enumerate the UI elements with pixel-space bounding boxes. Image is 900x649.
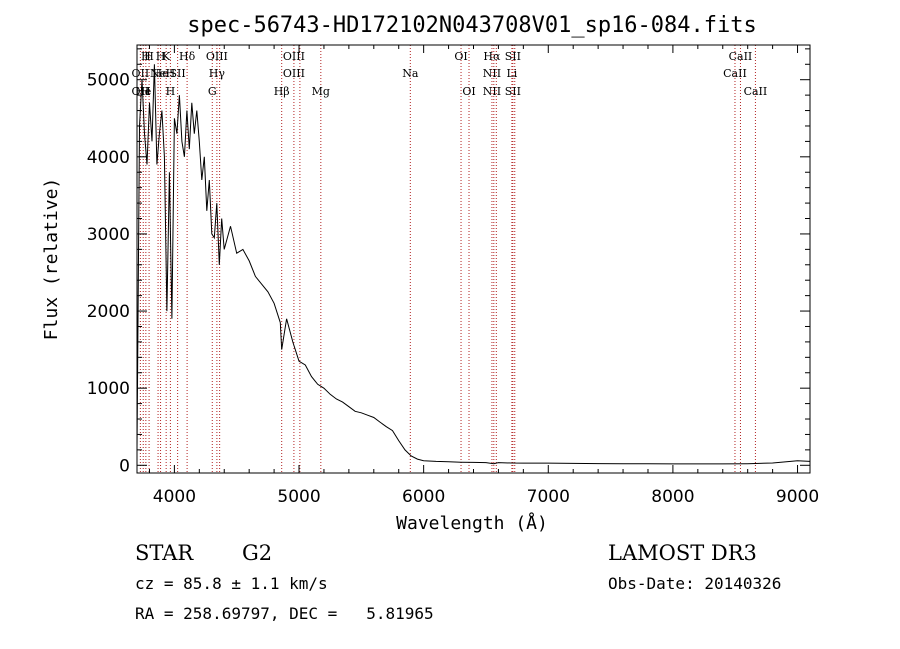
line-label: H bbox=[156, 50, 166, 63]
subclass: G2 bbox=[242, 541, 273, 565]
x-tick-label: 8000 bbox=[651, 487, 694, 507]
line-label: Hγ bbox=[209, 67, 226, 80]
x-axis-label: Wavelength (Å) bbox=[396, 512, 548, 534]
line-label: K bbox=[162, 50, 171, 63]
y-tick-label: 4000 bbox=[87, 148, 130, 168]
object-class: STAR bbox=[135, 541, 194, 565]
obs-date: Obs-Date: 20140326 bbox=[608, 574, 782, 593]
line-label: OII bbox=[132, 85, 150, 98]
line-label: He bbox=[153, 67, 169, 80]
redshift-cz: cz = 85.8 ± 1.1 km/s bbox=[135, 574, 328, 593]
line-label: SII bbox=[505, 50, 521, 63]
survey-name: LAMOST DR3 bbox=[608, 541, 757, 565]
line-label: Hδ bbox=[179, 50, 196, 63]
chart-title: spec-56743-HD172102N043708V01_sp16-084.f… bbox=[187, 13, 757, 38]
line-label: CaII bbox=[729, 50, 753, 63]
plot-frame bbox=[136, 44, 811, 474]
x-tick-label: 9000 bbox=[776, 487, 819, 507]
y-tick-label: 5000 bbox=[87, 71, 130, 91]
line-label: CaII bbox=[744, 85, 768, 98]
line-label: NII bbox=[483, 85, 501, 98]
line-label-group: OIIOIIHeHHHNeHHeKHHSIIHδGOIIIHγHβOIIIOII… bbox=[132, 50, 768, 98]
x-tick-label: 6000 bbox=[402, 487, 445, 507]
y-tick-label: 2000 bbox=[87, 302, 130, 322]
line-label: OIII bbox=[283, 67, 305, 80]
line-label: OI bbox=[454, 50, 467, 63]
line-label: Li bbox=[506, 67, 517, 80]
x-tick-label: 4000 bbox=[153, 487, 196, 507]
y-tick-label: 3000 bbox=[87, 225, 130, 245]
line-label: H bbox=[166, 67, 176, 80]
line-label: SII bbox=[505, 85, 521, 98]
line-label: Hβ bbox=[274, 85, 290, 98]
line-marker-group bbox=[139, 45, 756, 473]
y-axis-label: Flux (relative) bbox=[41, 178, 62, 341]
spectrum-chart: OIIOIIHeHHHNeHHeKHHSIIHδGOIIIHγHβOIIIOII… bbox=[41, 13, 819, 534]
line-label: SII bbox=[170, 67, 186, 80]
x-tick-label: 5000 bbox=[277, 487, 320, 507]
line-label: OII bbox=[132, 67, 150, 80]
spectrum-line bbox=[136, 64, 811, 465]
line-label: CaII bbox=[723, 67, 747, 80]
y-tick-label: 0 bbox=[119, 456, 130, 476]
line-label: NII bbox=[483, 67, 501, 80]
line-label: H bbox=[141, 85, 151, 98]
ra-dec: RA = 258.69797, DEC = 5.81965 bbox=[135, 604, 434, 623]
line-label: OIII bbox=[283, 50, 305, 63]
line-label: OIII bbox=[206, 50, 228, 63]
x-axis-ticks: 4000 5000 6000 7000 8000 9000 bbox=[148, 45, 819, 507]
line-label: H bbox=[141, 50, 151, 63]
line-label: H bbox=[144, 50, 154, 63]
y-axis-ticks: 0 1000 2000 3000 4000 5000 bbox=[87, 48, 810, 476]
x-tick-label: 7000 bbox=[527, 487, 570, 507]
line-label: Mg bbox=[312, 85, 330, 98]
line-label: H bbox=[166, 85, 176, 98]
line-label: Hα bbox=[483, 50, 501, 63]
line-label: OI bbox=[462, 85, 475, 98]
line-label: Na bbox=[402, 67, 419, 80]
y-tick-label: 1000 bbox=[87, 379, 130, 399]
line-label: G bbox=[208, 85, 217, 98]
